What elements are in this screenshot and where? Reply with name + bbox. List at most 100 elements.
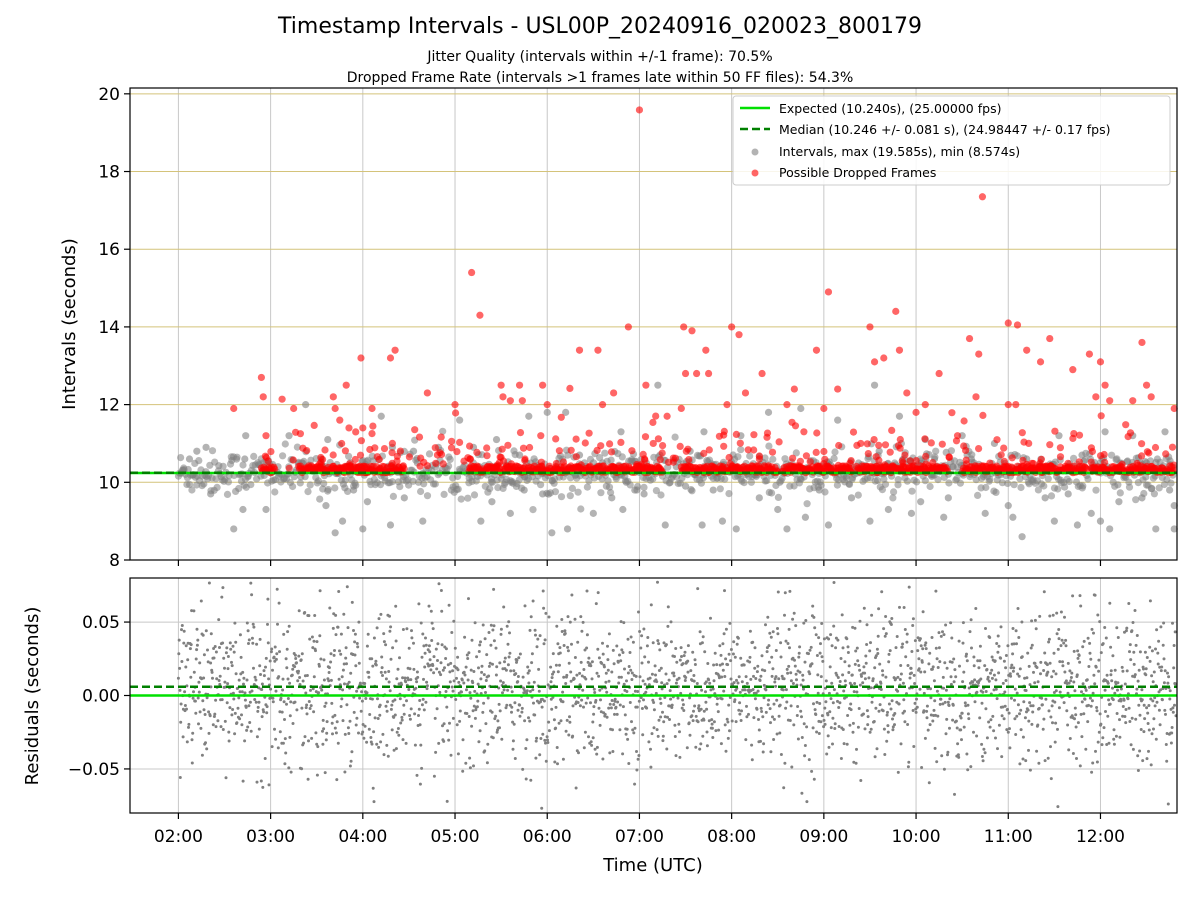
residual-point (343, 682, 346, 686)
residual-point (739, 719, 743, 722)
residual-point (415, 680, 419, 684)
interval-point (349, 486, 358, 494)
dropped-frame-point (1087, 458, 1095, 466)
residual-point (647, 740, 651, 744)
residual-point (968, 630, 972, 634)
residual-point (764, 623, 767, 627)
residual-point (678, 730, 681, 734)
residual-point (887, 660, 891, 664)
residual-point (546, 738, 549, 742)
interval-point (913, 478, 921, 486)
residual-point (854, 761, 858, 765)
residual-point (1080, 735, 1084, 739)
dropped-frame-point (262, 432, 270, 440)
dropped-frame-point (552, 435, 560, 443)
residual-point (659, 715, 663, 719)
residual-point (1071, 594, 1075, 598)
residual-point (554, 663, 558, 667)
residual-point (788, 719, 792, 722)
interval-point (1148, 484, 1156, 492)
residual-point (705, 730, 709, 734)
residual-point (696, 720, 700, 724)
interval-point (768, 489, 776, 497)
residual-point (836, 699, 839, 703)
residual-point (1015, 714, 1019, 718)
interval-point (331, 484, 339, 492)
residual-point (973, 678, 977, 682)
residual-point (1050, 675, 1054, 679)
residual-point (529, 778, 533, 782)
residual-point (694, 714, 698, 718)
residual-point (873, 666, 877, 670)
residual-point (509, 685, 513, 689)
residual-point (849, 702, 853, 706)
residual-point (1066, 723, 1070, 727)
interval-point (423, 492, 432, 500)
residual-point (240, 723, 244, 727)
dropped-frame-point (965, 334, 974, 343)
residual-point (259, 673, 262, 676)
residual-point (893, 723, 896, 727)
residual-point (1039, 672, 1042, 676)
residual-point (712, 720, 716, 724)
residual-point (399, 721, 403, 725)
residual-point (802, 722, 806, 726)
dropped-frame-point (537, 432, 545, 440)
residual-point (803, 660, 807, 664)
residual-point (1014, 733, 1018, 736)
residual-point (528, 689, 532, 693)
interval-point (207, 490, 215, 498)
interval-point (1115, 498, 1123, 506)
residual-point (1069, 676, 1073, 679)
residual-point (1152, 670, 1156, 674)
dropped-frame-point (732, 430, 741, 438)
residual-point (370, 697, 374, 701)
residual-point (431, 664, 435, 667)
residual-point (905, 640, 909, 644)
residual-point (191, 696, 195, 700)
residual-point (862, 665, 866, 669)
residual-point (331, 626, 335, 630)
residual-point (265, 711, 269, 715)
residual-point (583, 648, 587, 652)
dropped-frame-point (581, 439, 589, 447)
residual-point (1021, 735, 1025, 739)
residual-point (401, 628, 405, 631)
interval-point (377, 412, 385, 420)
residual-point (635, 750, 638, 753)
residual-point (641, 733, 645, 737)
residual-point (430, 639, 434, 642)
residual-point (1025, 676, 1029, 680)
residual-point (887, 702, 891, 706)
interval-point (631, 486, 639, 494)
residual-point (388, 689, 392, 693)
residual-point (542, 606, 546, 610)
residual-point (191, 731, 195, 735)
residual-point (967, 717, 971, 721)
residual-point (680, 706, 684, 710)
residual-point (241, 779, 245, 783)
interval-point (464, 494, 472, 502)
residual-point (327, 666, 331, 670)
residual-point (358, 681, 362, 685)
residual-point (457, 680, 461, 684)
residual-point (906, 723, 910, 726)
residual-point (788, 646, 791, 650)
residual-point (1005, 728, 1009, 732)
residual-point (1029, 646, 1033, 650)
residual-point (259, 779, 263, 783)
residual-point (841, 646, 845, 650)
residual-point (601, 652, 605, 656)
residual-point (563, 629, 567, 633)
residual-point (284, 657, 288, 661)
interval-point (1152, 525, 1160, 533)
residual-point (682, 654, 686, 658)
residual-point (915, 705, 919, 709)
residual-point (493, 717, 497, 721)
residual-point (412, 641, 415, 645)
residual-point (1128, 643, 1132, 647)
residual-point (463, 635, 467, 639)
residual-point (747, 712, 750, 716)
dropped-frame-point (380, 445, 389, 453)
residual-point (1010, 663, 1014, 667)
